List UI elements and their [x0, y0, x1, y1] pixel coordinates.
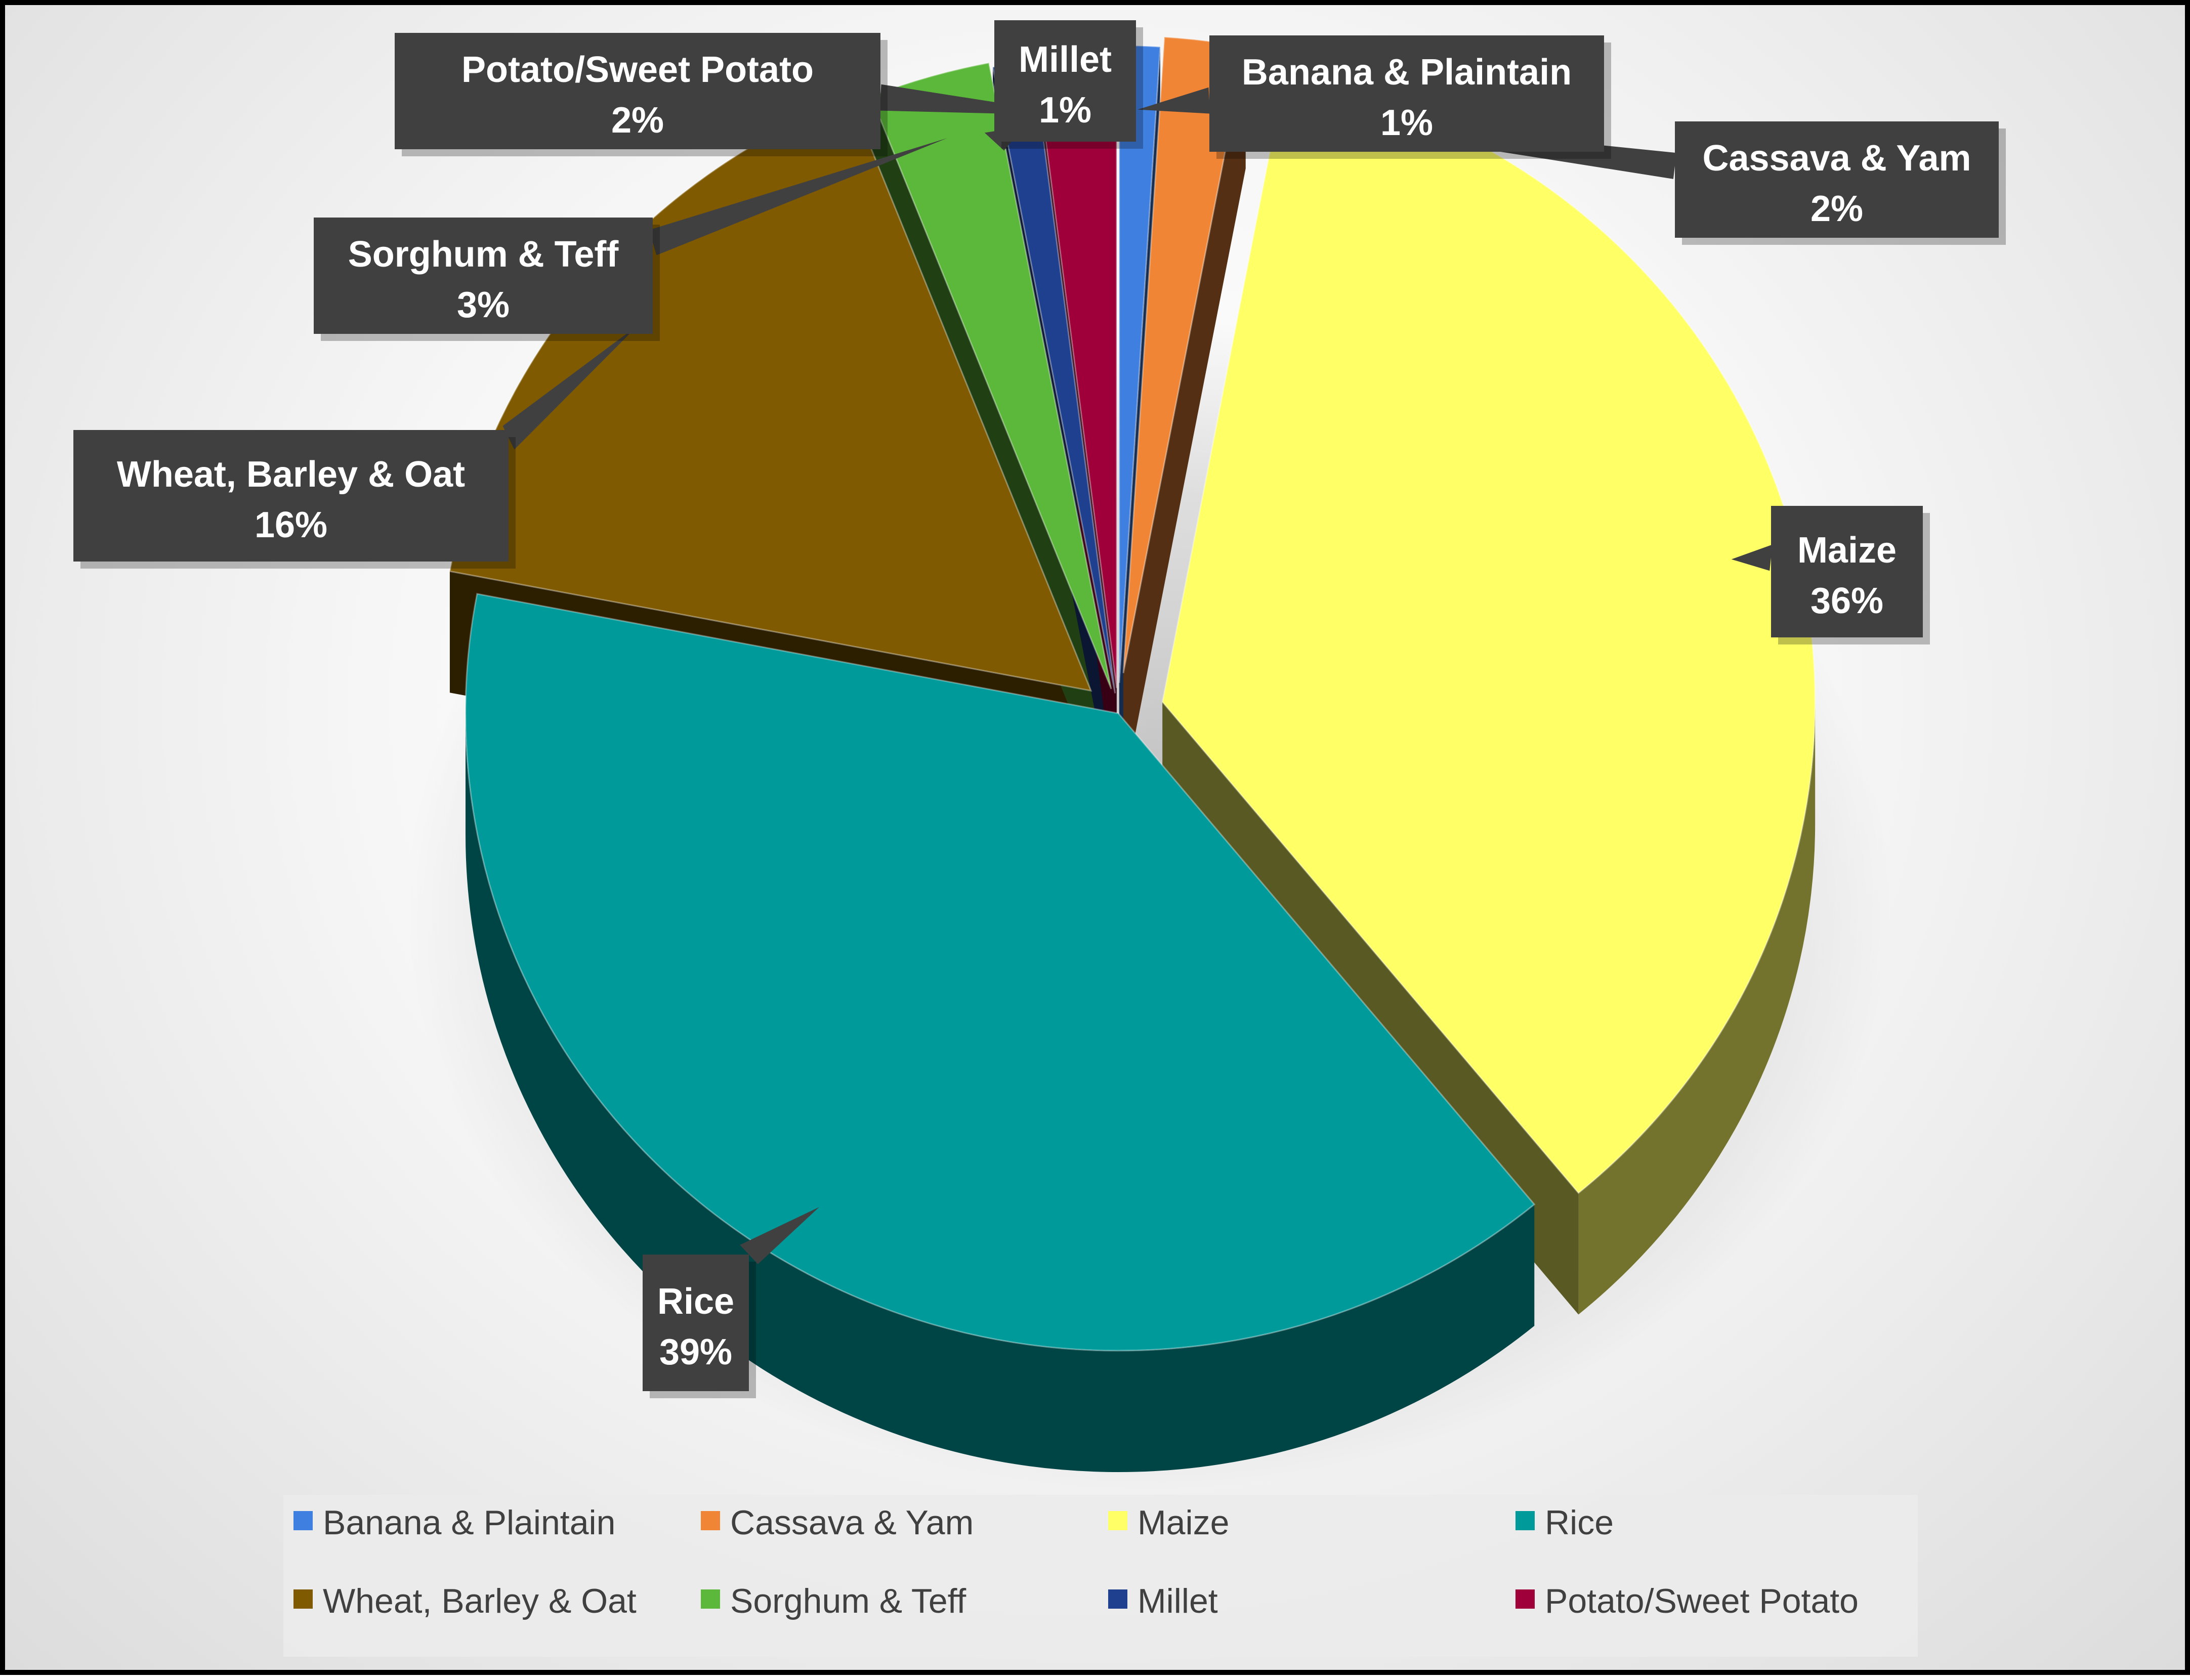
- data-label-value: 16%: [255, 505, 327, 545]
- legend-swatch: [1108, 1511, 1127, 1530]
- data-labels: Banana & Plaintain 1% Cassava & Yam 2% Maize…: [73, 20, 2006, 1398]
- data-label-value: 1%: [1039, 90, 1091, 131]
- data-label-sorghum-teff: Sorghum & Teff 3%: [314, 218, 660, 341]
- legend-label: Banana & Plaintain: [323, 1503, 615, 1542]
- data-label-name: Cassava & Yam: [1702, 138, 1971, 179]
- legend-item-sorghum-teff: Sorghum & Teff: [701, 1582, 966, 1620]
- legend-swatch: [1515, 1511, 1535, 1530]
- pie-chart: Banana & Plaintain 1% Cassava & Yam 2% Maize…: [73, 20, 2006, 1657]
- data-label-value: 2%: [1810, 189, 1863, 229]
- data-label-value: 39%: [659, 1332, 732, 1372]
- slice-rice: [465, 593, 1536, 1352]
- data-label-name: Banana & Plaintain: [1242, 52, 1572, 93]
- data-label-potato-sweet-potato: Potato/Sweet Potato 2%: [395, 33, 888, 156]
- legend-label: Cassava & Yam: [730, 1503, 974, 1542]
- leader-sorghum-teff: [649, 138, 948, 255]
- legend-label: Millet: [1138, 1582, 1218, 1620]
- legend-swatch: [293, 1511, 313, 1530]
- legend-swatch: [293, 1589, 313, 1609]
- legend-label: Rice: [1545, 1503, 1614, 1542]
- legend-swatch: [1108, 1589, 1127, 1609]
- leader-wheat-barley-oat: [502, 325, 639, 450]
- data-label-name: Sorghum & Teff: [348, 234, 619, 275]
- data-label-cassava-yam: Cassava & Yam 2%: [1675, 121, 2006, 245]
- data-label-maize: Maize 36%: [1771, 506, 1930, 644]
- legend-item-cassava-yam: Cassava & Yam: [701, 1503, 974, 1542]
- data-label-name: Maize: [1797, 530, 1897, 571]
- legend-swatch: [701, 1589, 720, 1609]
- legend-item-maize: Maize: [1108, 1503, 1229, 1542]
- leader-banana-plaintain: [1138, 87, 1210, 114]
- data-label-name: Potato/Sweet Potato: [461, 50, 814, 90]
- leader-maize: [1731, 544, 1773, 571]
- slice-wall-cassava-yam: [1123, 47, 1246, 795]
- leader-rice: [740, 1207, 820, 1264]
- data-label-value: 36%: [1810, 581, 1883, 621]
- data-label-value: 2%: [611, 100, 664, 141]
- data-label-value: 1%: [1380, 103, 1433, 143]
- data-label-name: Rice: [657, 1281, 734, 1322]
- data-label-value: 3%: [457, 285, 510, 325]
- legend-swatch: [1515, 1589, 1535, 1609]
- legend-item-wheat-barley-oat: Wheat, Barley & Oat: [293, 1582, 637, 1620]
- data-label-name: Millet: [1019, 39, 1112, 80]
- legend-item-millet: Millet: [1108, 1582, 1218, 1620]
- legend-label: Potato/Sweet Potato: [1545, 1582, 1859, 1620]
- data-label-banana-plaintain: Banana & Plaintain 1%: [1209, 35, 1611, 159]
- legend-label: Wheat, Barley & Oat: [323, 1582, 637, 1620]
- data-label-wheat-barley-oat: Wheat, Barley & Oat 16%: [73, 430, 516, 569]
- legend-label: Maize: [1138, 1503, 1229, 1542]
- legend-item-rice: Rice: [1515, 1503, 1614, 1542]
- legend-swatch: [701, 1511, 720, 1530]
- pie-slices: [449, 36, 1816, 1352]
- legend: Banana & Plaintain Cassava & Yam Maize Rice…: [283, 1495, 1918, 1657]
- legend-item-banana-plaintain: Banana & Plaintain: [293, 1503, 615, 1542]
- legend-item-potato-sweet-potato: Potato/Sweet Potato: [1515, 1582, 1859, 1620]
- data-label-name: Wheat, Barley & Oat: [117, 454, 465, 495]
- data-label-rice: Rice 39%: [643, 1255, 756, 1398]
- legend-label: Sorghum & Teff: [730, 1582, 966, 1620]
- data-label-millet: Millet 1%: [994, 20, 1143, 149]
- slice-side-maize: [1578, 702, 1816, 1315]
